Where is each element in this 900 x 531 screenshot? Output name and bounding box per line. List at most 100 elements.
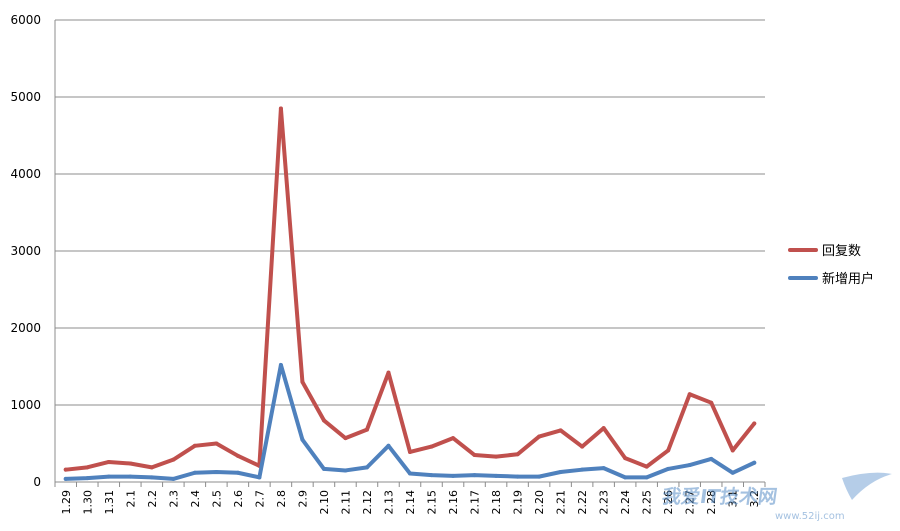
x-tick-label: 2.23 [598, 490, 611, 515]
x-tick-label: 2.8 [275, 490, 288, 508]
axes [54, 20, 766, 487]
data-point [558, 428, 563, 433]
data-point [472, 473, 477, 478]
data-point [644, 464, 649, 469]
data-point [85, 476, 90, 481]
y-tick-label: 6000 [10, 13, 41, 27]
data-point [257, 475, 262, 480]
data-point [343, 436, 348, 441]
x-tick-label: 2.19 [512, 490, 525, 515]
data-point [494, 454, 499, 459]
data-point [300, 437, 305, 442]
data-point [666, 466, 671, 471]
data-point [515, 474, 520, 479]
x-tick-label: 2.17 [469, 490, 482, 515]
x-tick-label: 2.4 [189, 490, 202, 508]
x-tick-label: 2.13 [382, 490, 395, 515]
data-point [623, 475, 628, 480]
data-point [730, 470, 735, 475]
data-point [386, 370, 391, 375]
data-point [343, 468, 348, 473]
data-point [63, 467, 68, 472]
y-tick-label: 0 [33, 475, 41, 489]
x-tick-label: 2.5 [210, 490, 223, 508]
x-tick-label: 2.20 [533, 490, 546, 515]
data-point [171, 457, 176, 462]
data-point [171, 476, 176, 481]
x-tick-label: 2.25 [641, 490, 654, 515]
data-point [601, 466, 606, 471]
data-point [472, 453, 477, 458]
data-point [106, 459, 111, 464]
x-tick-label: 2.28 [705, 490, 718, 515]
x-tick-label: 2.15 [426, 490, 439, 515]
data-point [623, 456, 628, 461]
x-tick-label: 2.9 [296, 490, 309, 508]
data-point [364, 465, 369, 470]
data-point [106, 474, 111, 479]
data-point [364, 427, 369, 432]
data-point [300, 379, 305, 384]
data-point [709, 400, 714, 405]
data-point [408, 449, 412, 454]
data-point [235, 453, 240, 458]
x-tick-label: 3.2 [748, 490, 761, 508]
watermark-url: www.52ij.com [775, 511, 845, 522]
data-point [687, 392, 692, 397]
y-tick-label: 4000 [10, 167, 41, 181]
x-tick-label: 2.21 [555, 490, 568, 515]
data-point [278, 362, 283, 367]
y-tick-label: 3000 [10, 244, 41, 258]
x-tick-label: 1.29 [60, 490, 73, 515]
data-point [580, 444, 585, 449]
x-tick-label: 2.7 [253, 490, 266, 508]
tick-labels: 0 1000 2000 3000 4000 5000 6000 1.29 1.30 1.31 2.1… [10, 13, 761, 515]
x-tick-label: 2.10 [318, 490, 331, 515]
data-point [558, 469, 563, 474]
x-tick-label: 2.2 [146, 490, 159, 508]
data-point [451, 473, 456, 478]
watermark-text: 我爱IT技术网 [661, 485, 779, 508]
x-tick-label: 1.30 [81, 490, 94, 515]
data-point [580, 467, 585, 472]
data-point [278, 106, 283, 111]
gridlines [55, 19, 765, 406]
data-point [537, 434, 542, 439]
data-point [214, 441, 219, 446]
x-tick-label: 1.31 [103, 490, 116, 515]
data-point [429, 444, 434, 449]
data-point [192, 470, 197, 475]
data-point [386, 443, 391, 448]
data-point [149, 475, 154, 480]
data-point [494, 473, 499, 478]
x-tick-label: 2.18 [490, 490, 503, 515]
x-tick-label: 2.26 [662, 490, 675, 515]
data-point [601, 426, 606, 431]
x-tick-label: 2.14 [404, 490, 417, 515]
y-tick-label: 1000 [10, 398, 41, 412]
x-tick-label: 2.22 [576, 490, 589, 515]
x-tick-label: 2.6 [232, 490, 245, 508]
data-point [429, 473, 434, 478]
x-tick-label: 2.3 [167, 490, 180, 508]
watermark: 我爱IT技术网 www.52ij.com [661, 472, 892, 522]
legend-label: 新增用户 [822, 271, 874, 287]
data-point [515, 452, 520, 457]
x-tick-label: 2.27 [684, 490, 697, 515]
x-tick-label: 2.16 [447, 490, 460, 515]
data-point [537, 474, 542, 479]
data-point [644, 475, 649, 480]
data-point [192, 443, 197, 448]
data-point [687, 463, 692, 468]
data-point [128, 461, 133, 466]
data-point [149, 465, 154, 470]
data-point [321, 466, 326, 471]
legend-label: 回复数 [822, 244, 861, 259]
x-tick-label: 2.11 [339, 490, 352, 515]
watermark-swoosh-icon [842, 472, 892, 500]
data-point [321, 418, 326, 423]
series-line-1 [63, 106, 757, 472]
